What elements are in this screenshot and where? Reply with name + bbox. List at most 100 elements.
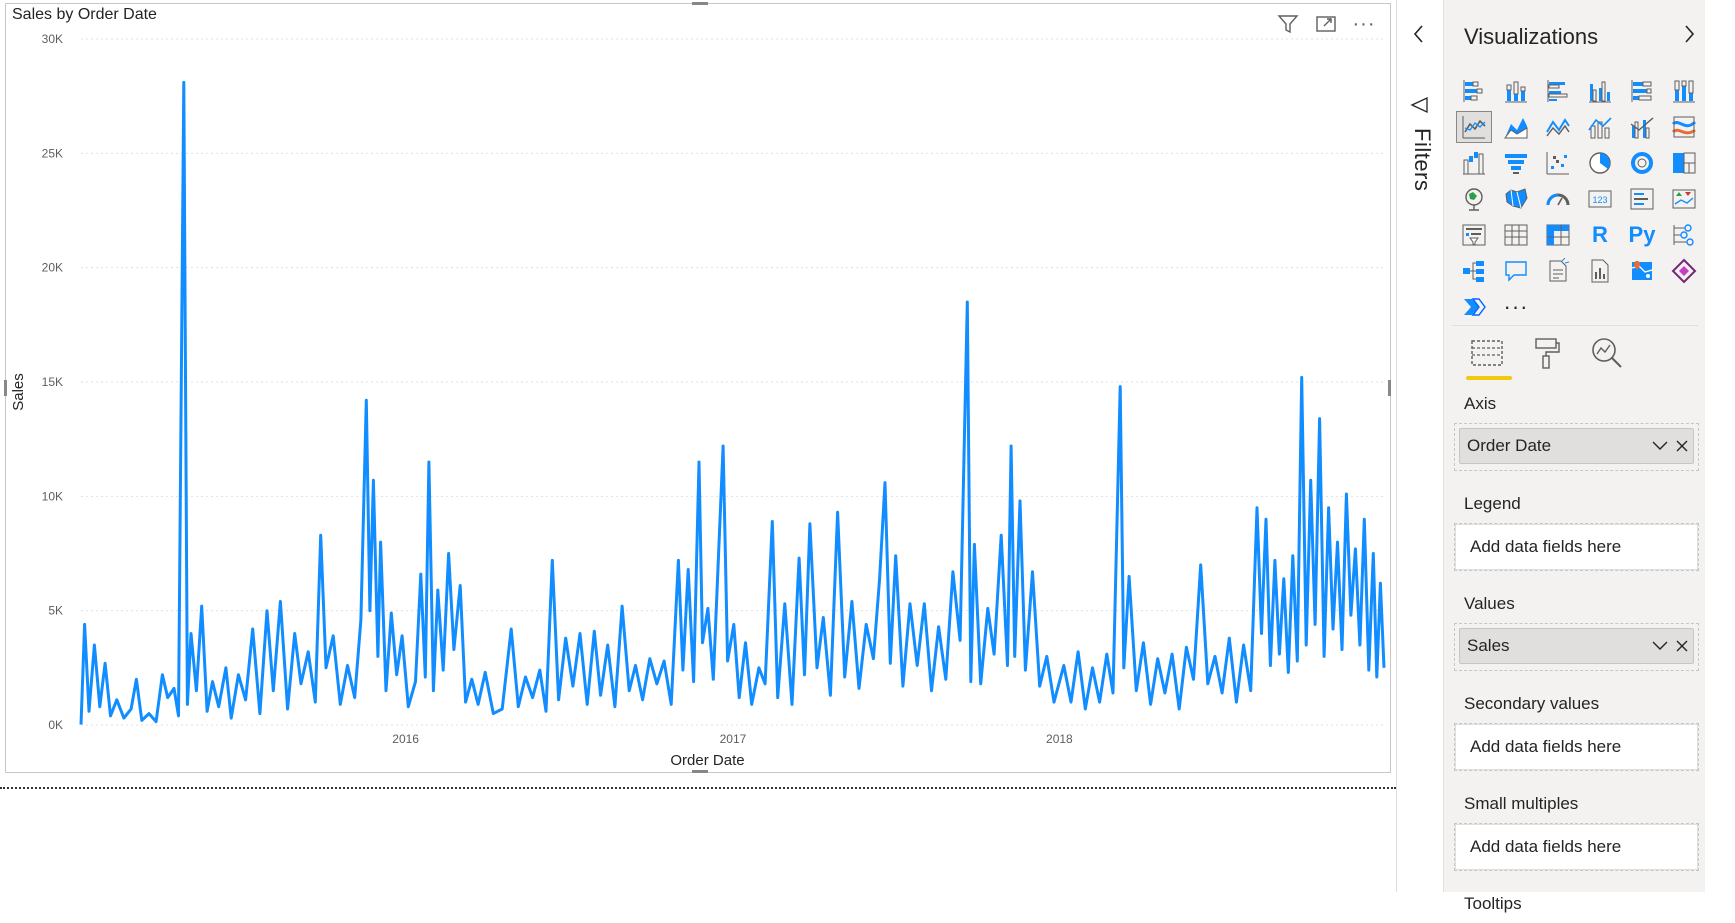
y-tick-label: 25K	[42, 146, 63, 160]
legend-add-fields[interactable]: Add data fields here	[1455, 524, 1698, 570]
python-label: Py	[1628, 222, 1656, 247]
legend-well[interactable]: Add data fields here	[1454, 523, 1699, 571]
y-tick-label: 15K	[42, 375, 63, 389]
r-script-label: R	[1592, 222, 1608, 247]
100-stacked-column-chart-icon[interactable]	[1666, 75, 1702, 107]
resize-handle-right[interactable]	[1388, 380, 1391, 396]
small-multiples-add-fields[interactable]: Add data fields here	[1455, 824, 1698, 870]
line-chart-visual[interactable]: 0K 5K 10K 15K 20K 25K 30K 2016 2017 2018 Order Dat…	[4, 2, 1391, 773]
values-well-label: Values	[1464, 594, 1515, 613]
chevron-right-icon[interactable]	[1681, 24, 1697, 49]
secondary-values-well-label: Secondary values	[1464, 694, 1600, 713]
filters-label[interactable]: Filters	[1410, 128, 1435, 192]
pie-chart-icon[interactable]	[1582, 147, 1618, 179]
filled-map-icon[interactable]	[1498, 183, 1534, 215]
filter-icon[interactable]	[1276, 12, 1300, 36]
q-and-a-icon[interactable]	[1498, 255, 1534, 287]
line-and-clustered-column-chart-icon[interactable]	[1624, 111, 1660, 143]
r-script-visual-icon[interactable]: R	[1582, 219, 1618, 251]
visual-title: Sales by Order Date	[12, 6, 157, 23]
decomposition-tree-icon[interactable]	[1456, 255, 1492, 287]
funnel-icon[interactable]	[1498, 147, 1534, 179]
resize-handle-left[interactable]	[4, 380, 7, 396]
format-tab-icon[interactable]	[1528, 334, 1566, 372]
power-apps-icon[interactable]	[1666, 255, 1702, 287]
x-tick-label: 2016	[392, 732, 419, 746]
paginated-report-icon[interactable]	[1582, 255, 1618, 287]
100-stacked-bar-chart-icon[interactable]	[1624, 75, 1660, 107]
more-visuals-label: ···	[1503, 294, 1529, 319]
values-field-chip[interactable]: Sales	[1459, 628, 1694, 664]
power-automate-icon[interactable]	[1456, 291, 1492, 323]
clustered-column-chart-icon[interactable]	[1582, 75, 1618, 107]
card-icon[interactable]: 123	[1582, 183, 1618, 215]
table-icon[interactable]	[1498, 219, 1534, 251]
map-icon[interactable]	[1456, 183, 1492, 215]
fields-pane-edge	[1705, 0, 1735, 892]
donut-chart-icon[interactable]	[1624, 147, 1660, 179]
y-tick-label: 30K	[42, 32, 63, 46]
pane-tabs	[1466, 334, 1626, 380]
resize-handle-bottom[interactable]	[692, 770, 708, 773]
y-tick-label: 20K	[42, 261, 63, 275]
more-options-icon[interactable]: ···	[1352, 12, 1376, 35]
chevron-left-icon[interactable]	[1411, 24, 1427, 49]
axis-well-label: Axis	[1464, 394, 1497, 413]
axis-field-chip[interactable]: Order Date	[1459, 428, 1694, 464]
stacked-column-chart-icon[interactable]	[1498, 75, 1534, 107]
close-icon[interactable]	[1671, 435, 1693, 457]
focus-mode-icon[interactable]	[1314, 12, 1338, 36]
gauge-icon[interactable]	[1540, 183, 1576, 215]
y-axis-title: Sales	[10, 373, 27, 411]
ribbon-chart-icon[interactable]	[1666, 111, 1702, 143]
y-tick-label: 10K	[42, 489, 63, 503]
field-wells: Axis Order Date Legend Add data fields h…	[1454, 385, 1699, 923]
tooltips-well-label: Tooltips	[1464, 894, 1522, 913]
chevron-down-icon[interactable]	[1649, 435, 1671, 457]
x-axis-title: Order Date	[670, 752, 744, 769]
treemap-icon[interactable]	[1666, 147, 1702, 179]
line-chart-svg: 0K 5K 10K 15K 20K 25K 30K 2016 2017 2018 Order Dat…	[10, 32, 1386, 769]
close-icon[interactable]	[1671, 635, 1693, 657]
smart-narrative-icon[interactable]	[1540, 255, 1576, 287]
secondary-values-well[interactable]: Add data fields here	[1454, 723, 1699, 771]
axis-well[interactable]: Order Date	[1454, 423, 1699, 471]
analytics-tab-icon[interactable]	[1588, 334, 1626, 372]
line-chart-icon[interactable]	[1456, 111, 1492, 143]
multi-row-card-icon[interactable]	[1624, 183, 1660, 215]
y-tick-label: 0K	[48, 718, 63, 732]
stacked-area-chart-icon[interactable]	[1540, 111, 1576, 143]
x-tick-label: 2018	[1046, 732, 1073, 746]
clustered-bar-chart-icon[interactable]	[1540, 75, 1576, 107]
key-influencers-icon[interactable]	[1666, 219, 1702, 251]
axis-field-name: Order Date	[1467, 436, 1552, 455]
more-visuals-icon[interactable]: ···	[1498, 291, 1534, 323]
python-visual-icon[interactable]: Py	[1624, 219, 1660, 251]
filters-pane-collapsed[interactable]: Filters	[1396, 0, 1443, 892]
y-tick-label: 5K	[48, 604, 63, 618]
values-field-name: Sales	[1467, 636, 1510, 655]
values-well[interactable]: Sales	[1454, 623, 1699, 671]
area-chart-icon[interactable]	[1498, 111, 1534, 143]
visual-type-gallery: 123 R Py ···	[1456, 75, 1708, 327]
stacked-bar-chart-icon[interactable]	[1456, 75, 1492, 107]
matrix-icon[interactable]	[1540, 219, 1576, 251]
scatter-chart-icon[interactable]	[1540, 147, 1576, 179]
secondary-values-add-fields[interactable]: Add data fields here	[1455, 724, 1698, 770]
slicer-icon[interactable]	[1456, 219, 1492, 251]
card-icon-label: 123	[1592, 195, 1607, 205]
kpi-icon[interactable]	[1666, 183, 1702, 215]
filter-funnel-icon	[1410, 95, 1430, 120]
visualizations-pane: Visualizations 123 R	[1443, 0, 1708, 913]
x-tick-label: 2017	[720, 732, 747, 746]
visualizations-title: Visualizations	[1464, 24, 1599, 49]
pane-divider	[1452, 325, 1698, 326]
small-multiples-well[interactable]: Add data fields here	[1454, 823, 1699, 871]
report-canvas: 0K 5K 10K 15K 20K 25K 30K 2016 2017 2018 Order Dat…	[0, 2, 1396, 789]
waterfall-chart-icon[interactable]	[1456, 147, 1492, 179]
fields-tab-icon[interactable]	[1466, 334, 1512, 380]
azure-map-icon[interactable]	[1624, 255, 1660, 287]
chevron-down-icon[interactable]	[1649, 635, 1671, 657]
line-and-stacked-column-chart-icon[interactable]	[1582, 111, 1618, 143]
resize-handle-top[interactable]	[692, 2, 708, 5]
